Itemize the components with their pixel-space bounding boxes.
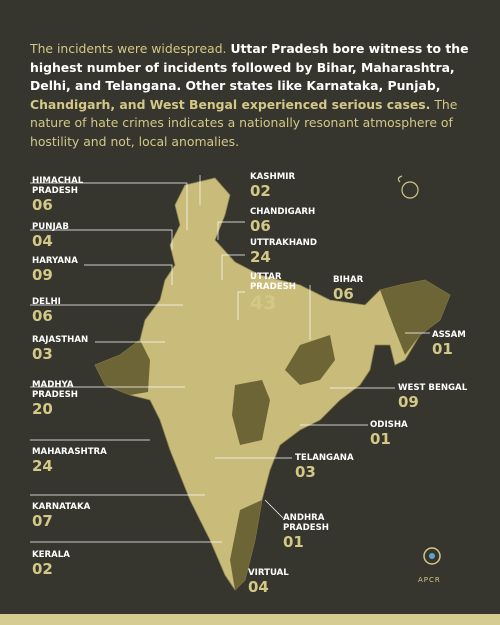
state-count: 24 — [250, 248, 271, 266]
state-label: DELHI 06 — [32, 297, 122, 325]
state-count: 01 — [370, 430, 391, 448]
state-count: 01 — [283, 533, 304, 551]
leader-line — [264, 499, 284, 519]
touch-icon-circle — [401, 181, 419, 199]
leader-line — [30, 229, 173, 250]
state-count: 02 — [32, 560, 53, 578]
region-east — [285, 335, 335, 385]
state-label: MAHARASHTRA 24 — [32, 447, 122, 475]
state-label: TELANGANA 03 — [295, 453, 385, 481]
state-name: UTTRAKHAND — [250, 238, 317, 248]
state-name: HIMACHAL PRADESH — [32, 176, 84, 196]
state-label: KARNATAKA 07 — [32, 502, 122, 530]
state-count: 04 — [248, 578, 269, 596]
state-count: 04 — [32, 232, 53, 250]
state-count: 03 — [32, 345, 53, 363]
state-label: BIHAR 06 — [333, 275, 393, 303]
state-label: HARYANA 09 — [32, 256, 122, 284]
logo-mark — [423, 547, 441, 565]
state-name: BIHAR — [333, 275, 364, 285]
leader-lines — [30, 175, 430, 543]
logo-text: APCR — [418, 576, 441, 584]
state-name: TELANGANA — [295, 453, 354, 463]
state-name: MAHARASHTRA — [32, 447, 107, 457]
logo-dot — [429, 553, 435, 559]
state-label: VIRTUAL 04 — [248, 568, 308, 596]
state-name: KASHMIR — [250, 172, 296, 182]
state-name: KARNATAKA — [32, 502, 91, 512]
state-label: ANDHRA PRADESH 01 — [283, 513, 343, 551]
state-count: 01 — [432, 340, 453, 358]
state-label: UTTRAKHAND 24 — [250, 238, 340, 266]
state-name: DELHI — [32, 297, 61, 307]
state-count: 24 — [32, 457, 53, 475]
region-northeast — [380, 280, 450, 355]
state-count: 06 — [32, 196, 53, 214]
intro-text: The incidents were widespread. Uttar Pra… — [30, 40, 475, 151]
region-central — [232, 380, 270, 445]
leader-line — [237, 291, 245, 320]
state-count: 06 — [32, 307, 53, 325]
state-count: 02 — [250, 182, 271, 200]
leader-line — [217, 221, 245, 240]
leader-line — [30, 182, 188, 230]
state-name: HARYANA — [32, 256, 78, 266]
region-gujarat — [95, 340, 150, 395]
state-count: 07 — [32, 512, 53, 530]
state-name: ANDHRA PRADESH — [283, 513, 329, 533]
intro-segment: The incidents were widespread. — [30, 41, 231, 56]
state-count: 06 — [250, 217, 271, 235]
state-count: 03 — [295, 463, 316, 481]
region-south — [230, 500, 262, 590]
footer-bar — [0, 614, 500, 625]
intro-segment: Uttar Pradesh bore witness to the highes… — [30, 41, 469, 93]
state-label: CHANDIGARH 06 — [250, 207, 340, 235]
intro-segment: The nature of hate crimes indicates a na… — [30, 96, 458, 149]
state-name: KERALA — [32, 550, 70, 560]
state-label: UTTAR PRADESH 43 — [250, 272, 300, 314]
intro-segment: Chandigarh, and West Bengal experienced … — [30, 96, 431, 112]
state-label: HIMACHAL PRADESH 06 — [32, 176, 92, 214]
leader-line — [221, 254, 245, 280]
state-name: MADHYA PRADESH — [32, 380, 78, 400]
state-count: 09 — [32, 266, 53, 284]
leader-line — [84, 264, 173, 285]
state-label: PUNJAB 04 — [32, 222, 122, 250]
touch-icon-arc — [397, 175, 403, 183]
state-label: RAJASTHAN 03 — [32, 335, 122, 363]
state-name: VIRTUAL — [248, 568, 289, 578]
state-label: WEST BENGAL 09 — [398, 383, 488, 411]
state-count: 06 — [333, 285, 354, 303]
state-count: 20 — [32, 400, 53, 418]
state-name: WEST BENGAL — [398, 383, 468, 393]
state-label: MADHYA PRADESH 20 — [32, 380, 92, 418]
state-name: CHANDIGARH — [250, 207, 316, 217]
touch-icon — [397, 175, 419, 199]
state-name: RAJASTHAN — [32, 335, 89, 345]
state-count: 43 — [250, 292, 277, 314]
state-label: ODISHA 01 — [370, 420, 430, 448]
state-name: ODISHA — [370, 420, 408, 430]
state-label: KERALA 02 — [32, 550, 92, 578]
state-label: ASSAM 01 — [432, 330, 492, 358]
state-name: PUNJAB — [32, 222, 69, 232]
logo-ring — [423, 547, 441, 565]
state-name: UTTAR PRADESH — [250, 272, 296, 292]
state-name: ASSAM — [432, 330, 466, 340]
state-label: KASHMIR 02 — [250, 172, 340, 200]
state-count: 09 — [398, 393, 419, 411]
